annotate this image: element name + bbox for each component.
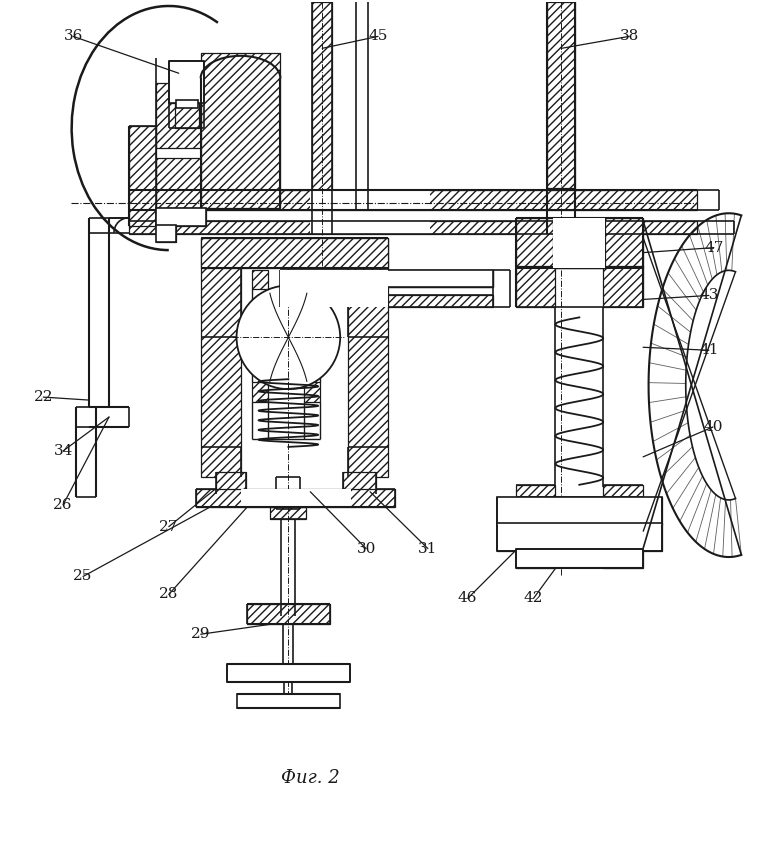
Bar	[156, 224, 176, 241]
Bar	[196, 489, 395, 507]
Bar	[343, 472, 376, 494]
Bar	[156, 208, 206, 225]
Bar	[602, 523, 662, 551]
Bar	[246, 605, 330, 624]
Bar	[497, 523, 556, 551]
Bar	[240, 489, 351, 507]
Bar	[200, 238, 240, 477]
Bar	[554, 218, 605, 268]
Bar	[603, 484, 643, 496]
Bar	[388, 296, 493, 307]
Text: 47: 47	[704, 241, 724, 255]
Bar	[253, 269, 268, 290]
Text: 41: 41	[699, 343, 718, 357]
Bar	[156, 158, 231, 208]
Text: 42: 42	[523, 591, 543, 606]
Circle shape	[236, 285, 340, 389]
Bar	[548, 2, 576, 188]
Bar	[348, 238, 388, 477]
Text: 46: 46	[458, 591, 477, 606]
Bar	[236, 694, 340, 708]
Text: 43: 43	[699, 289, 718, 302]
Bar	[156, 224, 176, 241]
Bar	[129, 126, 156, 225]
Bar	[516, 549, 555, 568]
Text: 31: 31	[418, 541, 438, 556]
Bar	[554, 218, 605, 268]
Bar	[321, 269, 336, 290]
Bar	[280, 269, 388, 307]
Bar	[516, 549, 643, 568]
Text: 36: 36	[63, 30, 83, 43]
Bar	[215, 472, 246, 494]
Text: 27: 27	[159, 519, 179, 534]
Bar	[516, 484, 555, 496]
Bar	[168, 61, 204, 103]
Bar	[253, 382, 268, 402]
Text: 38: 38	[619, 30, 639, 43]
Bar	[516, 266, 555, 307]
Bar	[156, 208, 206, 225]
Text: Фиг. 2: Фиг. 2	[281, 769, 339, 787]
Bar	[497, 496, 519, 524]
Bar	[168, 61, 204, 103]
Bar	[388, 269, 493, 287]
Text: 29: 29	[191, 628, 211, 641]
Bar	[640, 496, 662, 524]
Bar	[129, 221, 697, 234]
Text: 30: 30	[356, 541, 376, 556]
Text: 40: 40	[703, 420, 722, 434]
Text: 25: 25	[73, 569, 93, 584]
Bar	[388, 269, 493, 287]
Bar	[388, 269, 493, 287]
Text: 45: 45	[368, 30, 388, 43]
Bar	[497, 496, 662, 524]
Bar	[310, 221, 430, 234]
Bar	[175, 103, 199, 128]
Bar	[603, 549, 643, 568]
Bar	[304, 382, 321, 402]
Bar	[497, 523, 662, 551]
Bar	[310, 190, 430, 210]
Bar	[200, 53, 280, 208]
Bar	[312, 2, 332, 198]
Bar	[156, 83, 231, 148]
Bar	[176, 100, 197, 108]
Bar	[226, 664, 350, 682]
Text: 34: 34	[54, 444, 73, 458]
Bar	[200, 238, 388, 268]
Text: 22: 22	[34, 390, 53, 404]
Bar	[516, 218, 643, 268]
Bar	[271, 507, 307, 518]
Bar	[129, 190, 697, 210]
Text: 26: 26	[53, 498, 73, 512]
Text: 28: 28	[159, 587, 179, 601]
Bar	[603, 266, 643, 307]
